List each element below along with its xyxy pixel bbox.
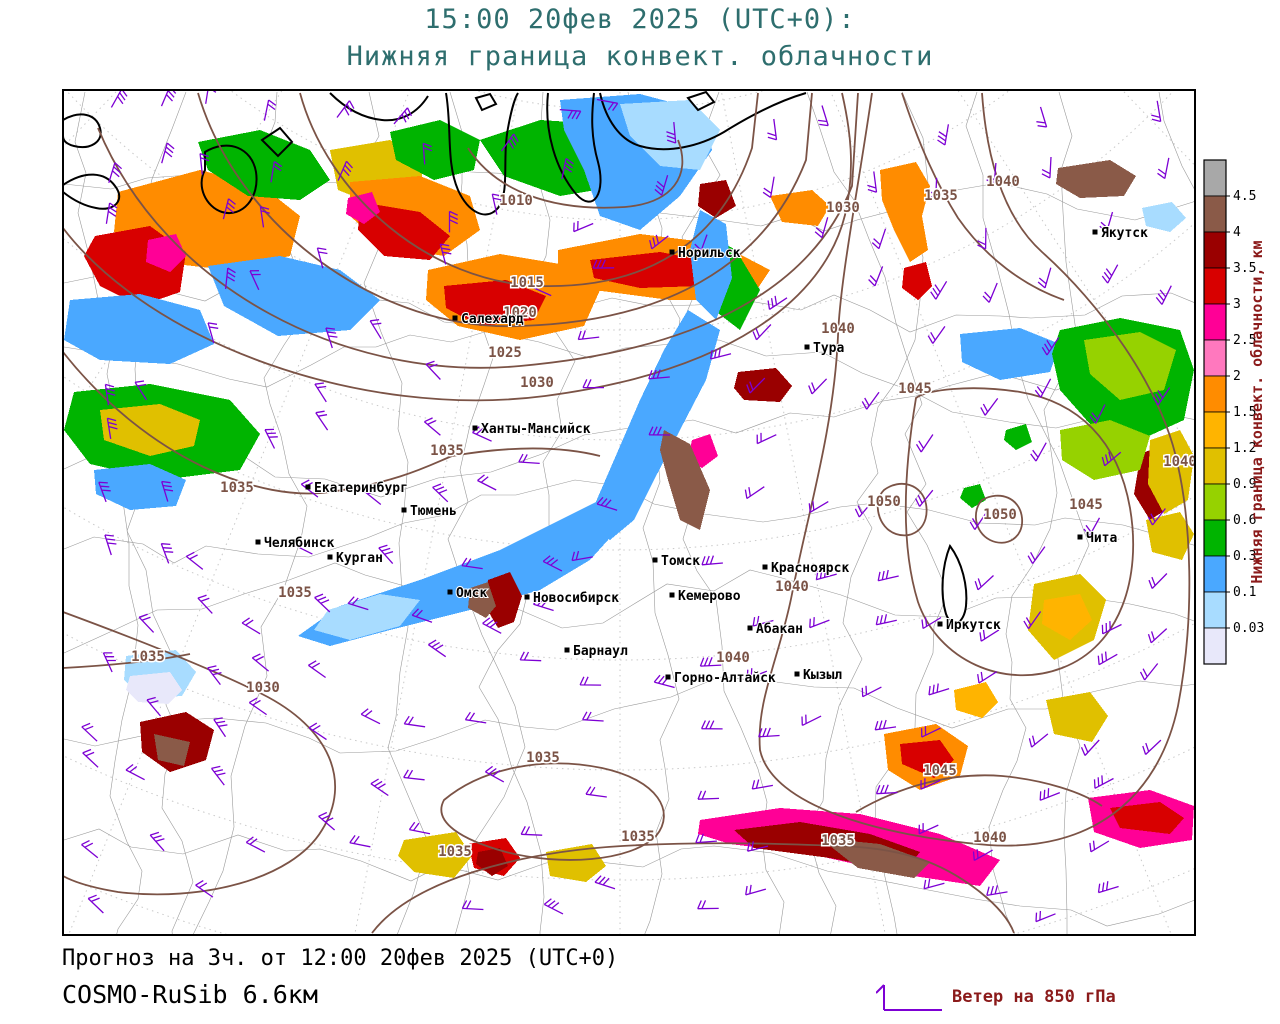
colorbar-segment [1204,160,1226,196]
city-marker [670,593,675,598]
forecast-info: Прогноз на 3ч. от 12:00 20фев 2025 (UTC+… [62,946,618,971]
isobar-label: 1045 [898,381,932,397]
colorbar-segment [1204,412,1226,448]
colorbar-tick-label: 0.1 [1233,585,1256,600]
city-label: Курган [336,551,383,566]
city-marker [448,590,453,595]
city-label: Якутск [1101,226,1148,241]
colorbar-segment [1204,448,1226,484]
city-label: Абакан [756,622,803,637]
city-marker [795,672,800,677]
city-marker [666,675,671,680]
city-marker [670,250,675,255]
city-marker [256,540,261,545]
colorbar-tick-label: 3 [1233,297,1241,312]
colorbar-segment [1204,232,1226,268]
colorbar-segment [1204,340,1226,376]
city-label: Барнаул [573,644,628,659]
isobar-label: 1030 [520,375,554,391]
colorbar-segment [1204,484,1226,520]
colorbar-segment [1204,376,1226,412]
colorbar-segment [1204,628,1226,664]
isobar-label: 1040 [775,579,809,595]
isobar-label: 1035 [621,829,655,845]
city-marker [1093,230,1098,235]
city-label: Красноярск [771,561,849,576]
wind-legend: Ветер на 850 гПа [876,980,1116,1014]
city-label: Екатеринбург [314,481,408,496]
isobar-label: 1025 [488,345,522,361]
wind-barb-legend-icon [876,980,946,1014]
city-marker [805,345,810,350]
map-canvas: 1010103010351040101510201025103010401045… [0,0,1280,1024]
isobar-label: 1045 [1069,497,1103,513]
colorbar-segment [1204,196,1226,232]
isobar-label: 1035 [430,443,464,459]
city-label: Тюмень [410,504,457,519]
colorbar-segment [1204,520,1226,556]
colorbar-segment [1204,304,1226,340]
isobar-label: 1035 [438,844,472,860]
colorbar-title: Нижняя граница конвект. облачности, км [1248,240,1266,583]
isobar-label: 1040 [821,321,855,337]
wind-legend-label: Ветер на 850 гПа [952,987,1116,1007]
isobar-label: 1035 [821,833,855,849]
city-marker [525,595,530,600]
isobar-label: 1040 [716,650,750,666]
isobar-label: 1015 [510,275,544,291]
isobar-label: 1050 [867,494,901,510]
isobar-label: 1035 [220,480,254,496]
isobar-label: 1030 [826,200,860,216]
colorbar-tick-label: 4.5 [1233,189,1256,204]
isobar-label: 1040 [973,830,1007,846]
isobar-label: 1035 [924,188,958,204]
colorbar-tick-label: 0.03 [1233,621,1264,636]
weather-forecast-page: 15:00 20фев 2025 (UTC+0): Нижняя граница… [0,0,1280,1024]
city-label: Тура [813,341,844,356]
footer: Прогноз на 3ч. от 12:00 20фев 2025 (UTC+… [62,946,618,1009]
colorbar: 4.543.532.521.51.20.90.60.30.10.03Нижняя… [1204,160,1266,664]
city-label: Салехард [461,312,524,327]
city-label: Иркутск [946,618,1001,633]
city-marker [763,565,768,570]
city-marker [328,555,333,560]
city-marker [402,508,407,513]
isobar-label: 1010 [499,193,533,209]
city-label: Омск [456,586,487,601]
city-marker [653,558,658,563]
city-label: Ханты-Мансийск [481,422,591,437]
isobar-label: 1040 [986,174,1020,190]
colorbar-segment [1204,592,1226,628]
city-label: Норильск [678,246,741,261]
colorbar-segment [1204,268,1226,304]
isobar-label: 1035 [526,750,560,766]
city-label: Челябинск [264,536,335,551]
isobar-label: 1030 [246,680,280,696]
isobar-label: 1050 [983,507,1017,523]
city-label: Томск [661,554,700,569]
city-marker [565,648,570,653]
city-marker [306,485,311,490]
city-label: Чита [1086,531,1117,546]
isobar-label: 1045 [923,763,957,779]
colorbar-segment [1204,556,1226,592]
city-marker [473,426,478,431]
city-marker [453,316,458,321]
city-marker [748,626,753,631]
city-label: Кызыл [803,668,842,683]
city-label: Горно-Алтайск [674,671,776,686]
colorbar-tick-label: 4 [1233,225,1241,240]
isobar-label: 1035 [131,649,165,665]
city-label: Новосибирск [533,591,619,606]
isobar-label: 1035 [278,585,312,601]
city-marker [1078,535,1083,540]
isobar-label: 1040 [1163,454,1197,470]
city-label: Кемерово [678,589,741,604]
model-info: COSMO-RuSib 6.6км [62,980,618,1009]
colorbar-tick-label: 2 [1233,369,1241,384]
city-marker [938,622,943,627]
